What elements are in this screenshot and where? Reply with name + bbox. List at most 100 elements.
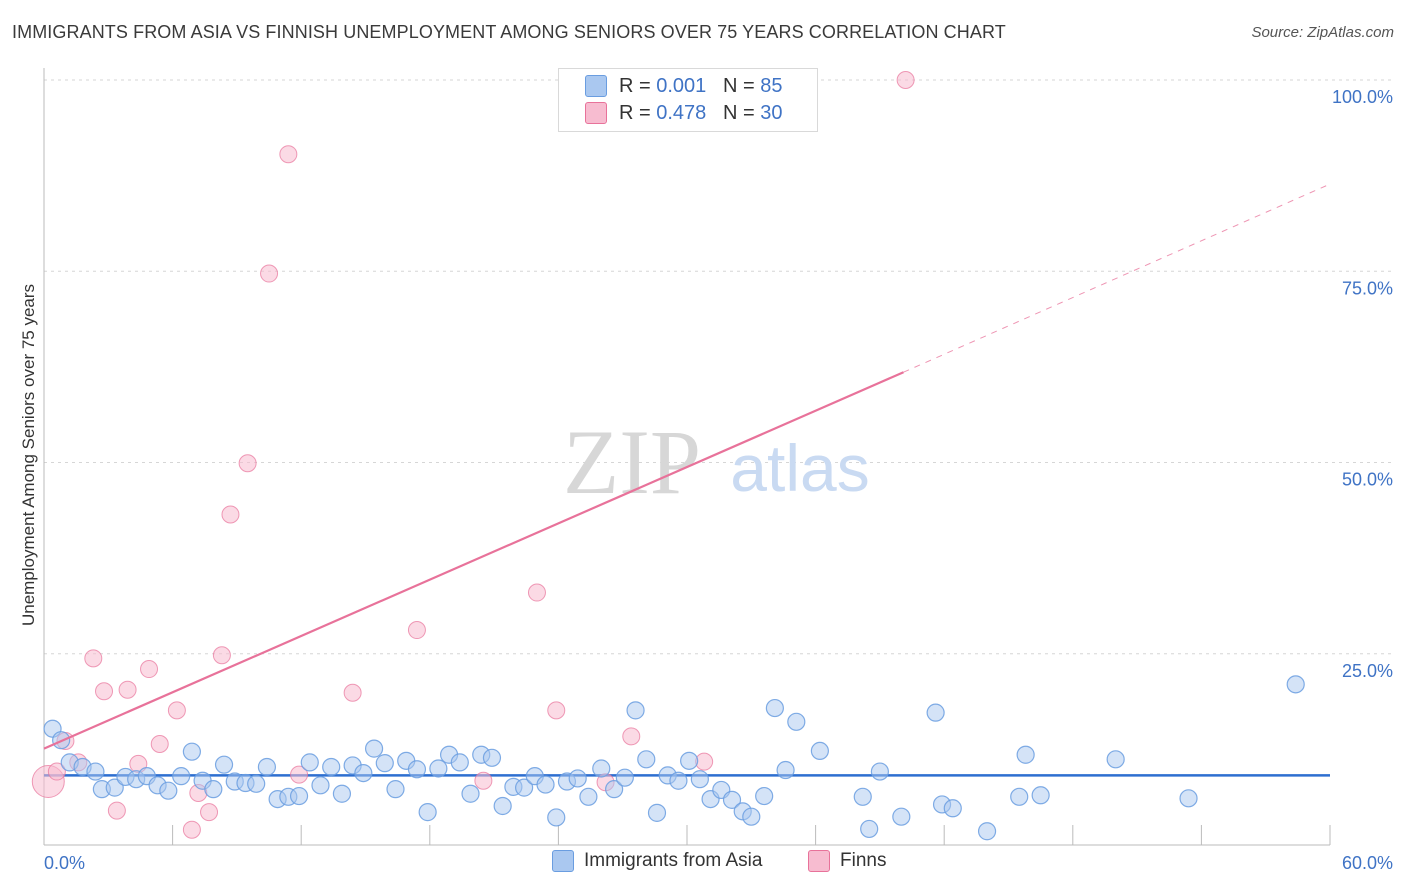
finns-point — [896, 71, 915, 89]
asia-point — [86, 762, 105, 781]
finns-point — [167, 701, 186, 720]
r-label: R = — [619, 101, 657, 124]
y-axis-label: Unemployment Among Seniors over 75 years — [19, 284, 38, 626]
asia-point — [722, 790, 742, 809]
asia-point — [892, 807, 911, 826]
asia-point — [182, 742, 201, 761]
x-tick-label-min: 0.0% — [44, 853, 85, 873]
asia-point — [1286, 675, 1305, 694]
finns-point — [140, 660, 159, 679]
r-label: R = — [619, 74, 657, 97]
y-tick-label: 25.0% — [1342, 661, 1393, 681]
asia-point — [247, 774, 266, 793]
asia-point — [214, 755, 234, 774]
asia-point — [755, 786, 774, 806]
asia-point — [579, 787, 598, 806]
legend-label-asia: Immigrants from Asia — [584, 850, 763, 871]
finns-point — [107, 801, 126, 820]
asia-point — [1010, 787, 1029, 806]
asia-point — [461, 784, 480, 803]
asia-point — [482, 748, 502, 767]
tick-labels: 25.0% 50.0% 75.0% 100.0% 0.0% 60.0% — [44, 87, 1393, 873]
chart-title: IMMIGRANTS FROM ASIA VS FINNISH UNEMPLOY… — [12, 22, 1006, 42]
finns-point — [221, 505, 240, 524]
finns-point — [527, 583, 546, 602]
asia-point — [172, 767, 191, 786]
finns-point — [47, 762, 66, 781]
asia-point — [386, 780, 405, 799]
asia-point — [1106, 750, 1125, 769]
asia-point — [647, 803, 667, 822]
grid-lines — [44, 79, 1392, 655]
asia-point — [943, 799, 962, 818]
y-tick-label: 50.0% — [1342, 470, 1393, 490]
finns-trend-extension — [903, 183, 1331, 373]
legend-item-asia: Immigrants from Asia — [552, 850, 762, 872]
source-credit: Source: ZipAtlas.com — [1251, 24, 1394, 41]
finns-point — [238, 454, 257, 473]
asia-point — [680, 751, 699, 770]
finns-point — [622, 727, 641, 746]
asia-points — [43, 675, 1305, 841]
asia-point — [870, 762, 890, 781]
asia-point — [375, 754, 394, 773]
finns-points — [31, 71, 915, 839]
asia-point — [1031, 786, 1050, 805]
asia-point — [493, 796, 512, 816]
finns-point — [212, 646, 231, 665]
asia-point — [450, 753, 469, 772]
finns-point — [407, 621, 426, 640]
asia-point — [742, 807, 761, 826]
asia-legend-swatch — [552, 850, 574, 872]
asia-point — [669, 771, 688, 790]
finns-point — [182, 820, 201, 839]
legend-row-asia: R = 0.001 N = 85 — [585, 74, 782, 98]
watermark-zip: ZIP — [563, 411, 701, 513]
finns-point — [95, 682, 114, 701]
asia-point — [289, 786, 309, 806]
asia-point — [364, 739, 384, 758]
finns-trend-line — [43, 371, 904, 750]
asia-point — [926, 703, 945, 722]
asia-point — [547, 808, 566, 827]
asia-point — [626, 701, 645, 720]
finns-point — [547, 701, 566, 720]
asia-point — [300, 753, 319, 772]
asia-point — [515, 778, 534, 797]
legend-row-finns: R = 0.478 N = 30 — [585, 101, 783, 125]
asia-point — [690, 770, 709, 789]
finns-point — [150, 735, 169, 754]
finns-point — [260, 264, 279, 283]
asia-point — [765, 698, 784, 718]
asia-point — [605, 780, 624, 799]
axes — [43, 68, 1331, 846]
y-tick-label: 75.0% — [1342, 278, 1393, 298]
asia-point — [407, 760, 427, 779]
asia-point — [322, 757, 341, 777]
asia-point — [332, 784, 352, 803]
asia-point — [354, 763, 373, 783]
legend-correlation: R = 0.001 N = 85 R = 0.478 N = 30 — [558, 68, 818, 132]
n-label: N = — [722, 74, 761, 97]
asia-point — [418, 803, 437, 822]
finns-point — [279, 145, 298, 164]
finns-point — [84, 649, 103, 668]
legend-series: Immigrants from Asia Finns — [0, 850, 1406, 878]
finns-point — [474, 771, 493, 790]
legend-item-finns: Finns — [808, 850, 886, 872]
x-tick-label-max: 60.0% — [1342, 853, 1393, 873]
asia-point — [311, 776, 330, 795]
asia-point — [1016, 745, 1035, 764]
asia-point — [787, 712, 806, 731]
finns-legend-swatch — [808, 850, 830, 872]
asia-point — [615, 768, 634, 787]
asia-point — [776, 760, 795, 780]
finns-point — [118, 680, 137, 699]
y-tick-label: 100.0% — [1332, 87, 1393, 107]
asia-point — [568, 769, 587, 788]
legend-label-finns: Finns — [840, 850, 887, 871]
asia-point — [637, 750, 656, 769]
finns-point — [290, 765, 309, 784]
n-value-finns: 30 — [760, 101, 783, 124]
r-value-asia: 0.001 — [656, 74, 707, 97]
